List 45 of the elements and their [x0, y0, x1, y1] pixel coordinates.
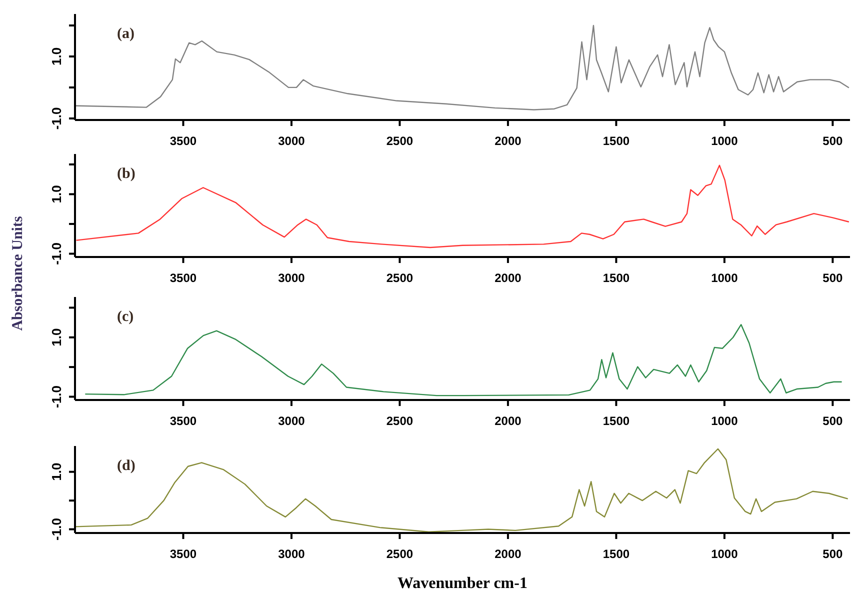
y-tick-label: -1.0: [49, 518, 64, 540]
x-tick-label: 3500: [170, 271, 197, 285]
y-tick-label: -1.0: [49, 242, 64, 265]
x-tick-label: 1500: [602, 134, 630, 148]
x-tick-label: 3000: [278, 414, 306, 428]
x-tick-label: 2500: [386, 547, 414, 561]
x-tick-label: 3500: [170, 547, 197, 561]
annotation: (c): [117, 309, 134, 325]
y-tick-label: -1.0: [49, 386, 64, 408]
x-tick-label: 2000: [494, 547, 522, 561]
x-tick-label: 2500: [386, 134, 414, 148]
line-series: [76, 164, 850, 248]
x-tick-label: 1500: [602, 271, 630, 285]
annotation: (d): [117, 458, 136, 474]
x-tick-label: 1000: [711, 547, 738, 561]
x-tick-label: 1500: [602, 547, 630, 561]
x-tick-label: 1000: [711, 134, 738, 148]
x-tick-label: 3500: [170, 414, 197, 428]
x-tick-label: 500: [822, 134, 844, 148]
x-tick-label: 2500: [386, 271, 414, 285]
x-tick-label: 500: [822, 414, 844, 428]
x-tick-label: 500: [822, 547, 844, 561]
y-tick-label: 1.0: [49, 462, 64, 481]
line-series: [84, 324, 842, 396]
x-tick-label: 500: [822, 271, 844, 285]
y-axis-title: Absorbance Units: [10, 216, 26, 331]
x-axis-title: Wavenumber cm-1: [398, 575, 528, 592]
y-tick-label: -1.0: [49, 107, 64, 130]
annotation: (a): [117, 26, 134, 42]
x-tick-label: 1500: [602, 414, 630, 428]
x-tick-label: 3500: [170, 134, 197, 148]
y-tick-label: 1.0: [49, 328, 64, 346]
x-tick-label: 1000: [711, 271, 738, 285]
annotation: (b): [117, 166, 136, 182]
x-tick-label: 2000: [494, 134, 522, 148]
y-tick-label: 1.0: [49, 185, 64, 204]
x-tick-label: 2500: [386, 414, 414, 428]
y-tick-label: 1.0: [49, 47, 64, 66]
x-tick-label: 3000: [278, 547, 306, 561]
line-series: [74, 24, 850, 110]
x-tick-label: 3000: [278, 271, 306, 285]
x-tick-label: 2000: [494, 414, 522, 428]
x-tick-label: 3000: [278, 134, 306, 148]
x-tick-label: 1000: [711, 414, 738, 428]
x-tick-label: 2000: [494, 271, 522, 285]
